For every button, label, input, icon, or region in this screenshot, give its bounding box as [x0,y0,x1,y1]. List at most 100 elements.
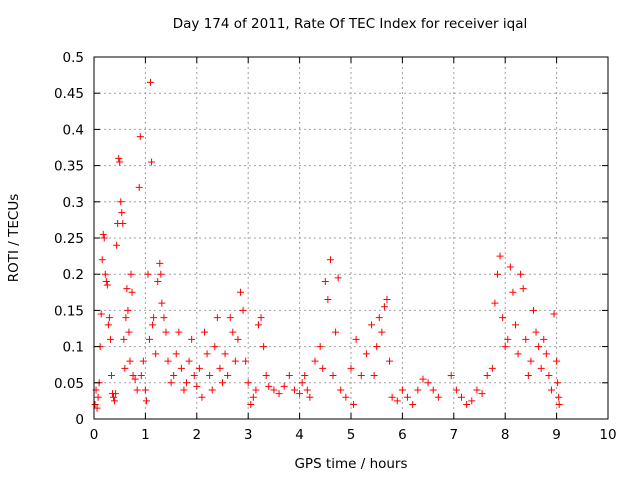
data-point [126,357,134,365]
data-point [139,357,147,365]
data-point [149,321,157,329]
data-point [206,372,214,380]
data-point [247,401,255,409]
data-point [386,357,394,365]
data-point [499,314,507,322]
data-point [123,285,131,293]
data-point [488,364,496,372]
y-tick-label: 0.4 [63,122,84,138]
data-point [106,335,114,343]
data-point [491,299,499,307]
data-point [94,393,102,401]
data-point [188,335,196,343]
data-point [409,401,417,409]
data-point [506,263,514,271]
data-point [211,343,219,351]
data-point [290,386,298,394]
data-point [122,314,130,322]
y-tick-label: 0.45 [54,86,84,102]
x-axis-label: GPS time / hours [294,456,408,472]
data-point [110,393,118,401]
data-point [180,386,188,394]
x-tick-label: 4 [295,427,304,443]
data-point [113,241,121,249]
data-point [522,335,530,343]
data-point [141,386,149,394]
data-point [280,382,288,390]
data-point [183,379,191,387]
data-point [156,259,164,267]
data-point [419,375,427,383]
data-point [306,393,314,401]
x-tick-label: 6 [398,427,407,443]
data-point [97,310,105,318]
data-point [332,328,340,336]
data-point [249,393,257,401]
data-point [473,386,481,394]
data-point [362,350,370,358]
data-point [216,364,224,372]
data-point [101,270,109,278]
data-point [257,314,265,322]
data-point [91,401,99,409]
data-point [458,393,466,401]
data-point [535,343,543,351]
data-point [509,288,517,296]
data-point [190,372,198,380]
data-point [127,270,135,278]
data-point [231,357,239,365]
data-point [373,343,381,351]
data-point [370,372,378,380]
data-point [118,209,126,217]
data-point [537,364,545,372]
data-points [91,78,563,412]
y-tick-label: 0.15 [54,303,84,319]
x-tick-label: 5 [347,427,356,443]
data-point [115,154,123,162]
data-point [131,375,139,383]
y-tick-label: 0.2 [63,267,84,283]
data-point [517,270,525,278]
data-point [146,335,154,343]
data-point [447,372,455,380]
data-point [125,328,133,336]
data-point [99,230,107,238]
data-point [254,321,262,329]
data-point [532,328,540,336]
data-point [529,306,537,314]
data-point [326,256,334,264]
grid-lines [94,57,608,419]
data-point [104,321,112,329]
y-tick-label: 0.5 [63,50,84,66]
data-point [221,350,229,358]
data-point [224,372,232,380]
x-tick-label: 0 [90,427,99,443]
data-point [452,386,460,394]
data-point [135,183,143,191]
data-point [242,357,250,365]
data-point [229,328,237,336]
x-tick-label: 7 [450,427,459,443]
x-tick-label: 10 [599,427,616,443]
data-point [100,234,108,242]
data-point [550,310,558,318]
data-point [175,328,183,336]
data-point [514,350,522,358]
data-point [527,357,535,365]
data-point [177,364,185,372]
data-point [414,386,422,394]
data-point [511,321,519,329]
data-point [555,393,563,401]
data-point [393,397,401,405]
y-tick-label: 0.25 [54,231,84,247]
data-point [321,277,329,285]
data-point [208,386,216,394]
data-point [434,393,442,401]
y-axis-label: ROTI / TECUs [6,193,22,283]
data-point [117,198,125,206]
data-point [388,393,396,401]
data-point [226,314,234,322]
data-point [213,314,221,322]
data-point [198,393,206,401]
data-point [157,270,165,278]
